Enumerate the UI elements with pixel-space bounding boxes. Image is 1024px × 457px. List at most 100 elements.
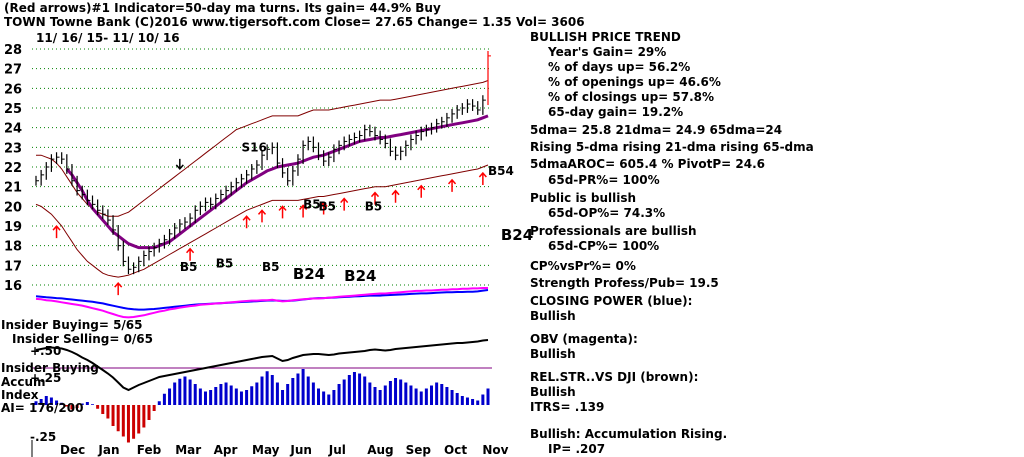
ma65-line-group [65,114,489,250]
aroc: 5dmaAROC= 605.4 % PivotP= 24.6 [530,157,765,171]
x-axis-ticks: Dec Jan Feb Mar Apr May Jun Jul Aug Sep Oct Nov [60,443,509,457]
signal-label-0: B5 [180,260,198,274]
closings-up: % of closings up= 57.8% [548,90,715,104]
trend-title: BULLISH PRICE TREND [530,30,681,44]
x-tick-Jul: Jul [328,443,346,457]
stats-panel: BULLISH PRICE TREND Year's Gain= 29% % o… [530,30,1024,457]
insider-buying-label-2: Insider Buying [1,361,99,375]
x-tick-Dec: Dec [60,443,85,457]
obv-value: Bullish [530,347,576,361]
accum-level-1: +.25 [30,371,61,385]
y-tick-18: 18 [4,240,22,255]
y-tick-25: 25 [4,102,22,117]
signal-label-5: B5 [365,199,383,213]
accum-index-group: +.50 +.25 -.25 [30,344,490,444]
buy-arrow-7 [319,201,328,215]
accum-label: Accum [1,375,46,389]
y-tick-20: 20 [4,200,22,215]
y-tick-16: 16 [4,279,22,294]
buy-arrow-8 [340,197,349,211]
openings-up: % of openings up= 46.6% [548,75,721,89]
days-up: % of days up= 56.2% [548,60,691,74]
accum-rising: Bullish: Accumulation Rising. [530,427,728,441]
accum-level-2: -.25 [30,430,56,444]
band-lower-line [35,164,489,278]
x-tick-Feb: Feb [137,443,162,457]
op65: 65d-OP%= 74.3% [548,206,666,220]
buy-arrow-6 [299,204,308,218]
public-status: Public is bullish [530,191,637,205]
gain-65: 65-day gain= 19.2% [548,105,684,119]
dma-values: 5dma= 25.8 21dma= 24.9 65dma=24 [530,123,783,137]
buy-arrow-4 [257,209,267,223]
date-range: 11/ 16/ 15- 11/ 10/ 16 [36,31,180,45]
signal-label-9: S16 [241,140,266,154]
pr65: 65d-PR%= 100% [548,173,660,187]
years-gain: Year's Gain= 29% [548,45,667,59]
buy-arrow-3 [242,215,251,229]
x-tick-Aug: Aug [367,443,393,457]
buy-arrow-13 [478,171,487,185]
y-tick-27: 27 [4,63,22,78]
header-line2: TOWN Towne Bank (C)2016 www.tigersoft.co… [4,15,585,29]
buy-arrow-2 [186,247,195,261]
insider-buying-label: Insider Buying= 5/65 [1,318,143,332]
buy-arrow-0 [52,224,61,239]
x-tick-Apr: Apr [214,443,238,457]
signal-label-1: B5 [216,256,234,270]
y-axis-ticks: 28 27 26 25 24 23 22 21 20 19 18 17 16 [4,43,22,294]
accum-level-0: +.50 [30,344,61,358]
y-tick-26: 26 [4,82,22,97]
closing-power-value: Bullish [530,309,576,323]
buy-arrow-11 [417,184,426,198]
y-tick-23: 23 [4,141,22,156]
buy-arrow-10 [391,189,400,203]
y-tick-17: 17 [4,259,22,274]
ip-value: IP= .207 [548,442,606,456]
signal-label-6: B24 [293,265,325,283]
x-tick-Jun: Jun [289,443,312,457]
price-bands [35,80,489,278]
y-tick-24: 24 [4,122,22,137]
closing-power-title: CLOSING POWER (blue): [530,294,693,308]
buy-arrow-12 [447,178,457,192]
cp-vs-pr: CP%vsPr%= 0% [530,259,636,273]
cp65: 65d-CP%= 100% [548,239,660,253]
professionals-status: Professionals are bullish [530,224,697,238]
x-tick-Mar: Mar [175,443,201,457]
buy-arrow-1 [114,281,123,296]
signal-label-10: B54 [488,164,514,178]
x-tick-Jan: Jan [97,443,119,457]
obv-title: OBV (magenta): [530,332,638,346]
signal-arrows [52,158,487,296]
signal-label-8: B24 [501,226,533,244]
ma65-line [65,114,489,250]
rel-strength-group [35,339,489,392]
buy-arrow-9 [370,191,380,205]
sell-arrow-0 [175,158,184,171]
obv-line [35,287,488,319]
buy-arrow-5 [278,205,287,219]
y-tick-22: 22 [4,161,22,176]
ai-label: AI= 176/200 [1,401,83,415]
x-tick-Sep: Sep [406,443,432,457]
x-tick-May: May [252,443,280,457]
band-upper-line [36,80,489,217]
price-bars [35,50,491,275]
price-grid [31,48,492,457]
signal-label-7: B24 [344,267,376,285]
rel-strength-line [35,339,489,392]
x-tick-Nov: Nov [482,443,508,457]
relstr-value: Bullish [530,385,576,399]
insider-selling-label: Insider Selling= 0/65 [12,332,153,346]
strength-ratio: Strength Profess/Pub= 19.5 [530,276,719,290]
obv-group [35,287,488,319]
header-line1: (Red arrows)#1 Indicator=50-day ma turns… [4,1,441,15]
x-tick-Oct: Oct [444,443,467,457]
itrs: ITRS= .139 [530,400,605,414]
rising-dma: Rising 5-dma rising 21-dma rising 65-dma [530,140,814,154]
signal-label-4: B5 [319,199,337,213]
relstr-title: REL.STR..VS DJI (brown): [530,370,699,384]
